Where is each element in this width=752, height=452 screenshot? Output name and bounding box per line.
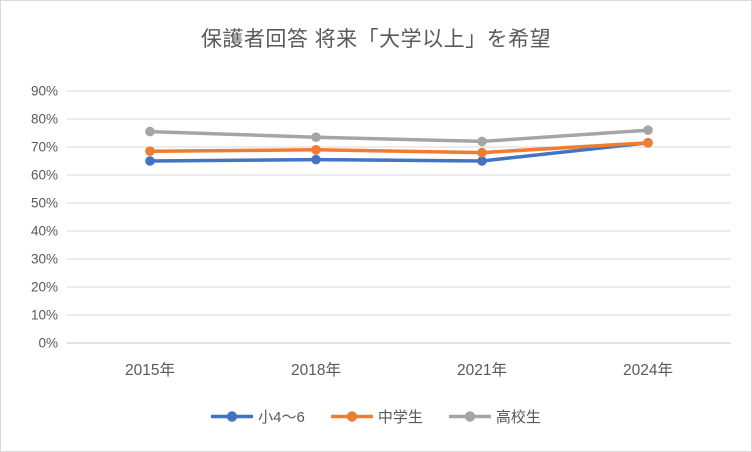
series-line-2 <box>148 128 650 144</box>
series-point <box>477 156 487 166</box>
y-axis-tick-label: 40% <box>31 224 58 239</box>
chart-title: 保護者回答 将来「大学以上」を希望 <box>200 28 552 51</box>
x-axis-category-label: 2021年 <box>457 361 507 379</box>
y-axis-tick-label: 10% <box>31 308 58 323</box>
series-point <box>477 147 487 158</box>
series-point <box>145 146 155 156</box>
series-line-1 <box>148 141 650 155</box>
y-axis-tick-label: 30% <box>31 252 58 267</box>
series-line-0 <box>148 141 650 163</box>
x-axis-category-label: 2015年 <box>125 361 175 379</box>
y-axis-tick-label: 90% <box>31 84 58 99</box>
legend-label: 高校生 <box>495 409 541 426</box>
legend-line-marker-icon <box>448 411 491 422</box>
x-axis-category-label: 2018年 <box>291 361 341 379</box>
legend-item-1: 中学生 <box>330 406 423 427</box>
y-axis-tick-label: 0% <box>38 336 58 351</box>
series-point <box>145 156 155 166</box>
series-point <box>311 154 321 165</box>
series-point <box>311 132 321 142</box>
series-point <box>477 136 487 147</box>
series-point <box>643 138 653 148</box>
series-point <box>311 145 321 155</box>
y-axis-tick-label: 70% <box>31 140 58 155</box>
y-axis-tick-label: 80% <box>31 112 58 127</box>
y-axis-tick-label: 60% <box>31 168 58 183</box>
legend-label: 中学生 <box>377 409 423 426</box>
y-axis-tick-label: 50% <box>31 196 58 211</box>
legend-line-marker-icon <box>330 411 373 422</box>
chart-legend: 小4〜6 中学生 高校生 <box>1 406 751 427</box>
legend-item-0: 小4〜6 <box>211 406 305 427</box>
legend-line-marker-icon <box>211 411 254 422</box>
legend-item-2: 高校生 <box>448 406 541 427</box>
y-axis-tick-label: 20% <box>31 280 58 295</box>
series-point <box>145 126 155 137</box>
x-axis-category-label: 2024年 <box>623 361 673 379</box>
legend-label: 小4〜6 <box>258 409 305 426</box>
series-point <box>643 125 653 135</box>
